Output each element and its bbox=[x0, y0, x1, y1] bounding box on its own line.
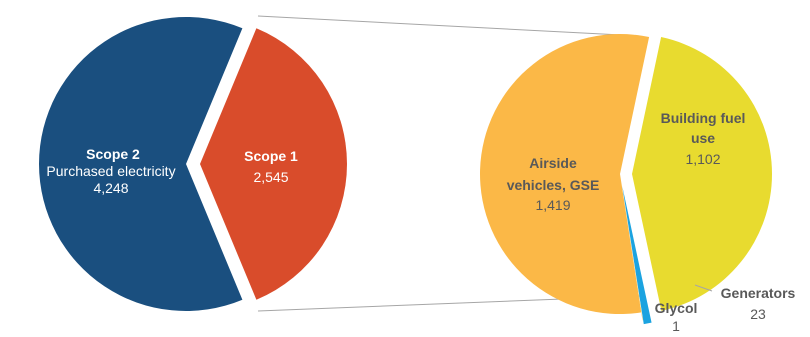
connector-line-top bbox=[257, 15, 641, 37]
label-building-fuel-line2: use bbox=[691, 130, 715, 146]
pie-slice-glycol bbox=[621, 181, 643, 321]
label-building-fuel-value: 1,102 bbox=[685, 151, 720, 167]
label-scope-1-name: Scope 1 bbox=[244, 148, 298, 164]
pie-slice-building-fuel-use bbox=[632, 37, 772, 311]
label-scope-1-value: 2,545 bbox=[253, 169, 288, 185]
pie-slice-scope-1 bbox=[200, 28, 348, 300]
label-glycol-value: 1 bbox=[672, 318, 680, 334]
label-generators-name: Generators bbox=[721, 285, 796, 301]
label-scope-2-value: 4,248 bbox=[93, 180, 128, 196]
label-scope-2-name: Scope 2 bbox=[86, 146, 140, 162]
leader-line-generators bbox=[694, 284, 713, 292]
label-airside-line1: Airside bbox=[529, 155, 577, 171]
label-scope-2-subname: Purchased electricity bbox=[46, 163, 175, 179]
pie-slice-generators bbox=[622, 185, 652, 325]
pie-slice-airside-vehicles bbox=[479, 33, 650, 314]
pie-slice-scope-2 bbox=[39, 16, 243, 311]
label-generators-value: 23 bbox=[750, 306, 766, 322]
label-airside-value: 1,419 bbox=[535, 197, 570, 213]
label-airside-line2: vehicles, GSE bbox=[507, 177, 600, 193]
label-glycol-name: Glycol bbox=[655, 300, 698, 316]
label-building-fuel-line1: Building fuel bbox=[661, 110, 746, 126]
